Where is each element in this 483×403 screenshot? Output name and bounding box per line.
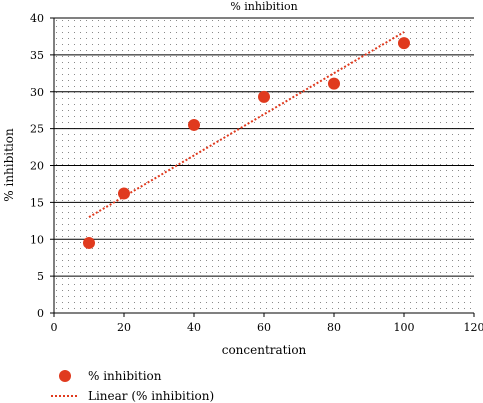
y-tick-label: 5 bbox=[37, 270, 44, 283]
legend: % inhibition Linear (% inhibition) bbox=[51, 369, 214, 403]
trendline bbox=[88, 31, 405, 218]
y-tick-labels: 0 5 10 15 20 25 30 35 40 bbox=[30, 12, 54, 320]
data-point bbox=[118, 187, 130, 200]
x-axis-title: concentration bbox=[222, 343, 307, 357]
x-tick-label: 0 bbox=[51, 321, 58, 334]
legend-marker-points bbox=[59, 370, 71, 382]
x-tick-label: 20 bbox=[117, 321, 131, 334]
data-point bbox=[328, 77, 340, 90]
y-tick-label: 30 bbox=[30, 86, 44, 99]
legend-label-points: % inhibition bbox=[88, 369, 162, 383]
trendline-layer bbox=[88, 31, 405, 218]
data-point bbox=[83, 236, 95, 249]
y-tick-label: 40 bbox=[30, 12, 44, 25]
y-tick-label: 0 bbox=[37, 307, 44, 320]
points-layer bbox=[83, 37, 410, 249]
data-point bbox=[188, 118, 200, 131]
y-axis-title: % inhibition bbox=[2, 128, 16, 202]
data-point bbox=[398, 37, 410, 50]
y-tick-label: 15 bbox=[30, 196, 44, 209]
x-tick-label: 60 bbox=[257, 321, 271, 334]
y-tick-label: 20 bbox=[30, 160, 44, 173]
legend-label-trendline: Linear (% inhibition) bbox=[88, 389, 214, 403]
chart-title: % inhibition bbox=[230, 0, 297, 13]
y-tick-label: 25 bbox=[30, 123, 44, 136]
data-point bbox=[258, 90, 270, 103]
y-tick-label: 10 bbox=[30, 233, 44, 246]
x-tick-label: 40 bbox=[187, 321, 201, 334]
x-tick-label: 80 bbox=[327, 321, 341, 334]
x-tick-labels: 0 20 40 60 80 100 120 bbox=[51, 313, 483, 334]
x-tick-label: 120 bbox=[464, 321, 483, 334]
x-tick-label: 100 bbox=[394, 321, 415, 334]
y-tick-label: 35 bbox=[30, 49, 44, 62]
